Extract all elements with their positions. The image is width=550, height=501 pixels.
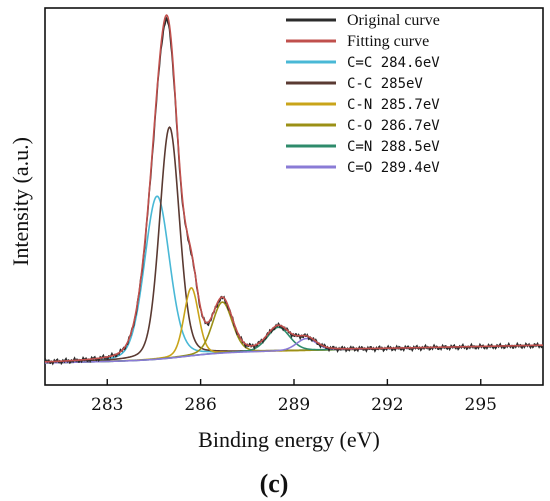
legend-label-4: C-N 285.7eV bbox=[347, 97, 440, 113]
curves-group bbox=[45, 14, 543, 366]
x-tick-label-1: 286 bbox=[184, 395, 216, 415]
legend-label-3: C-C 285eV bbox=[347, 76, 423, 92]
panel-label: (c) bbox=[260, 469, 289, 498]
peak-curve-1 bbox=[45, 126, 543, 364]
legend-label-1: Fitting curve bbox=[347, 33, 429, 50]
x-axis-ticks bbox=[106, 379, 482, 385]
x-tick-label-4: 295 bbox=[465, 395, 497, 415]
legend: Original curve Fitting curve C=C 284.6eV C-… bbox=[286, 12, 440, 176]
legend-label-7: C=O 289.4eV bbox=[347, 160, 440, 176]
legend-label-5: C-O 286.7eV bbox=[347, 118, 440, 134]
x-tick-label-0: 283 bbox=[91, 395, 123, 415]
legend-label-6: C=N 288.5eV bbox=[347, 139, 440, 155]
legend-label-0: Original curve bbox=[347, 12, 440, 29]
plot-area-frame bbox=[44, 7, 544, 386]
y-axis-label: Intensity (a.u.) bbox=[8, 137, 33, 266]
envelope-curve-1 bbox=[45, 14, 543, 363]
x-axis-tick-labels: 283 286 289 292 295 bbox=[91, 395, 497, 415]
x-axis-label: Binding energy (eV) bbox=[198, 427, 380, 452]
x-tick-label-3: 292 bbox=[371, 395, 403, 415]
x-tick-label-2: 289 bbox=[278, 395, 310, 415]
legend-label-2: C=C 284.6eV bbox=[347, 55, 440, 71]
envelope-curve-0 bbox=[45, 16, 543, 366]
peak-curve-0 bbox=[45, 195, 543, 364]
